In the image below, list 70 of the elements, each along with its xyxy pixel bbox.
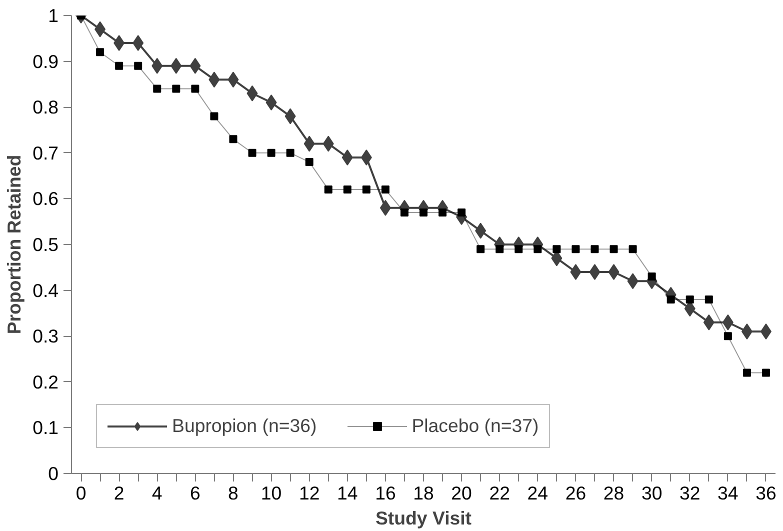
point	[724, 332, 732, 340]
point	[362, 186, 370, 194]
point	[438, 208, 447, 216]
y-tick-label: 0.1	[32, 417, 59, 438]
y-tick-label: 0.9	[32, 50, 59, 72]
x-tick-label: 16	[375, 482, 396, 504]
point	[134, 62, 142, 70]
point	[267, 148, 276, 157]
y-tick-label: 0.6	[32, 188, 59, 210]
point	[324, 186, 332, 194]
point	[248, 148, 256, 157]
point	[686, 295, 694, 304]
x-tick-label: 36	[756, 482, 776, 504]
point	[628, 245, 637, 254]
point	[742, 368, 751, 377]
x-tick-label: 4	[152, 482, 162, 504]
x-tick-label: 0	[76, 482, 86, 504]
x-tick-label: 20	[451, 482, 472, 504]
point	[305, 158, 314, 166]
point	[610, 245, 618, 254]
x-tick-label: 8	[228, 482, 238, 504]
point	[572, 245, 580, 254]
y-axis-title: Proportion Retained	[4, 154, 25, 334]
y-tick-label: 0.4	[32, 280, 59, 301]
point	[191, 84, 200, 93]
y-tick-label: 0.5	[32, 234, 59, 255]
point	[96, 48, 104, 56]
point	[514, 245, 523, 254]
x-tick-label: 18	[413, 482, 434, 504]
point	[115, 62, 124, 70]
point	[590, 245, 599, 254]
x-tick-label: 30	[641, 482, 662, 504]
point	[153, 84, 162, 93]
point	[229, 135, 238, 144]
y-tick-label: 0.3	[32, 326, 59, 347]
point	[343, 186, 352, 194]
point	[762, 368, 770, 377]
point	[704, 295, 713, 304]
point	[458, 208, 466, 216]
point	[648, 272, 656, 281]
x-tick-label: 22	[489, 482, 510, 504]
x-tick-label: 6	[190, 482, 200, 504]
point	[552, 245, 561, 254]
point	[420, 208, 428, 216]
x-tick-label: 28	[603, 482, 624, 504]
x-axis-title: Study Visit	[375, 508, 472, 528]
x-tick-label: 34	[718, 482, 738, 504]
x-tick-label: 26	[565, 482, 586, 504]
y-tick-label: 0.7	[32, 142, 59, 164]
y-tick-label: 0.2	[32, 371, 59, 392]
point	[210, 112, 218, 120]
legend-label: Placebo (n=37)	[412, 415, 539, 437]
point	[666, 295, 675, 304]
point	[381, 186, 390, 194]
x-tick-label: 14	[337, 482, 358, 504]
legend-label: Bupropion (n=36)	[172, 415, 317, 437]
x-tick-label: 24	[527, 482, 548, 504]
point	[476, 245, 485, 254]
y-tick-label: 1	[48, 5, 59, 26]
x-tick-label: 12	[298, 482, 320, 504]
point	[172, 84, 180, 93]
point	[400, 208, 408, 216]
y-tick-label: 0.8	[32, 96, 59, 118]
x-tick-label: 32	[680, 482, 700, 504]
point	[286, 148, 294, 157]
x-tick-label: 10	[260, 482, 282, 504]
x-tick-label: 2	[114, 482, 124, 504]
y-tick-label: 0	[48, 463, 59, 484]
point	[496, 245, 504, 254]
point	[534, 245, 542, 254]
